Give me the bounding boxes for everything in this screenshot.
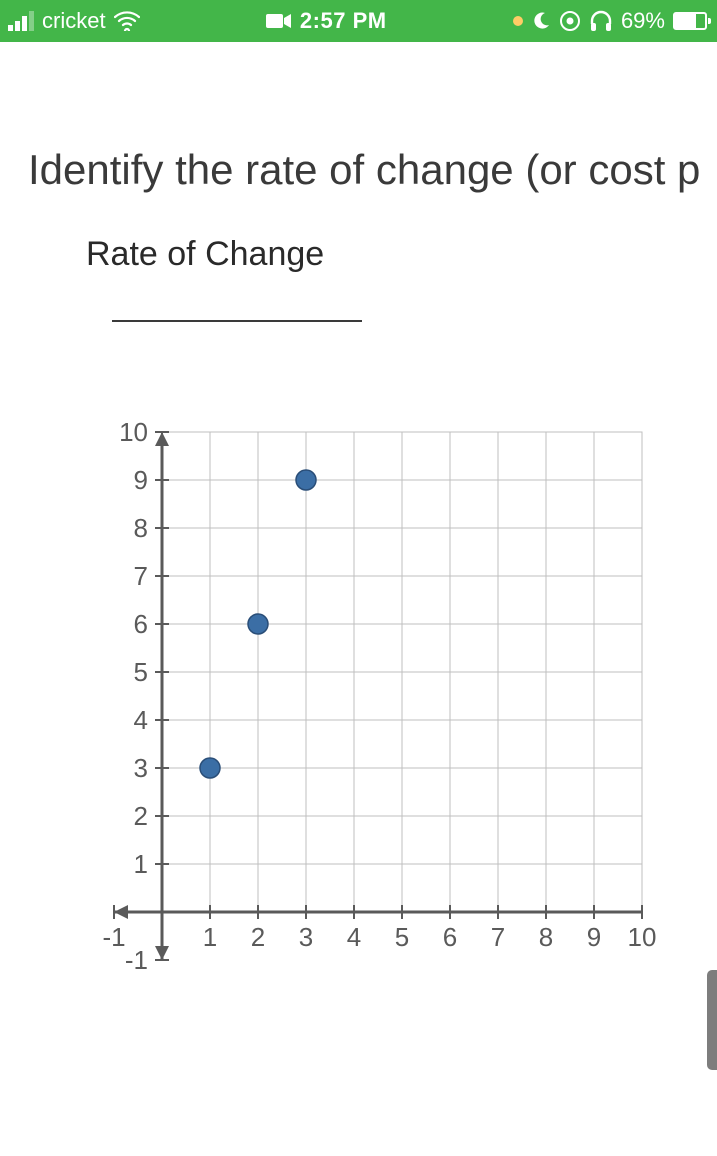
scroll-handle[interactable] xyxy=(707,970,717,1070)
svg-text:2: 2 xyxy=(251,922,265,952)
svg-text:6: 6 xyxy=(443,922,457,952)
moon-icon xyxy=(531,11,551,31)
svg-text:4: 4 xyxy=(134,705,148,735)
answer-input-line[interactable] xyxy=(112,320,362,322)
question-label: Rate of Change xyxy=(86,235,699,274)
svg-text:-1: -1 xyxy=(102,922,125,952)
content-area: Identify the rate of change (or cost per… xyxy=(0,142,717,997)
svg-text:6: 6 xyxy=(134,609,148,639)
svg-text:3: 3 xyxy=(299,922,313,952)
svg-text:1: 1 xyxy=(203,922,217,952)
carrier-label: cricket xyxy=(42,8,106,34)
svg-text:7: 7 xyxy=(491,922,505,952)
svg-text:4: 4 xyxy=(347,922,361,952)
question-text: Identify the rate of change (or cost per… xyxy=(28,142,699,199)
status-bar: cricket 2:57 PM 69% xyxy=(0,0,717,42)
svg-text:2: 2 xyxy=(134,801,148,831)
svg-text:1: 1 xyxy=(134,849,148,879)
battery-percent: 69% xyxy=(621,8,665,34)
headphones-icon xyxy=(589,10,613,32)
svg-text:-1: -1 xyxy=(125,945,148,975)
wifi-icon xyxy=(114,11,140,31)
battery-icon xyxy=(673,12,707,30)
svg-text:7: 7 xyxy=(134,561,148,591)
svg-text:8: 8 xyxy=(134,513,148,543)
svg-text:10: 10 xyxy=(119,417,148,447)
rate-of-change-chart: -1 1 2 3 4 5 6 7 8 9 10 -1 1 2 3 4 5 6 7 8 9 10 xyxy=(74,372,699,997)
scatter-chart-svg: -1 1 2 3 4 5 6 7 8 9 10 -1 1 2 3 4 5 6 7 8 9 10 xyxy=(74,372,714,992)
clock-time: 2:57 PM xyxy=(300,8,387,34)
svg-text:5: 5 xyxy=(134,657,148,687)
svg-text:9: 9 xyxy=(587,922,601,952)
svg-text:3: 3 xyxy=(134,753,148,783)
svg-text:8: 8 xyxy=(539,922,553,952)
svg-text:9: 9 xyxy=(134,465,148,495)
video-icon xyxy=(266,12,292,30)
svg-text:10: 10 xyxy=(628,922,657,952)
status-center: 2:57 PM xyxy=(266,8,387,34)
recording-dot-icon xyxy=(513,16,523,26)
signal-icon xyxy=(8,11,34,31)
status-left: cricket xyxy=(8,8,140,34)
svg-text:5: 5 xyxy=(395,922,409,952)
rotation-lock-icon xyxy=(559,10,581,32)
status-right: 69% xyxy=(513,8,707,34)
